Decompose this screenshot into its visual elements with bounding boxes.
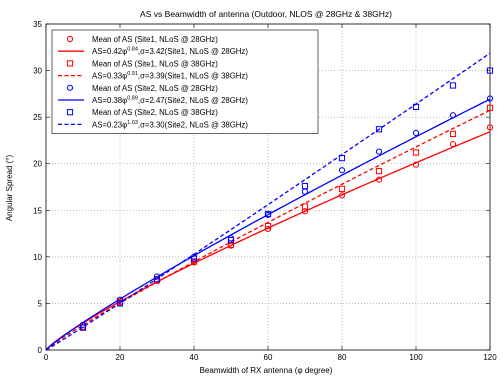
data-point xyxy=(301,182,309,190)
data-point xyxy=(486,104,494,111)
legend-box xyxy=(51,29,319,134)
y-tick-label: 30 xyxy=(33,67,42,76)
x-tick-label: 20 xyxy=(116,353,125,362)
data-point xyxy=(190,255,198,262)
data-point xyxy=(449,141,457,148)
data-point xyxy=(449,82,457,89)
data-point xyxy=(66,60,74,67)
legend-entry-label: AS=0.23φ1.03,σ=3.30(Site2, NLoS @ 38GHz) xyxy=(92,120,248,129)
data-point xyxy=(486,124,494,131)
x-tick-label: 80 xyxy=(338,353,347,362)
data-point xyxy=(412,103,420,110)
data-point xyxy=(227,236,235,244)
y-axis-label: Angular Spread (°) xyxy=(5,154,14,221)
data-point xyxy=(79,324,87,331)
x-tick-label: 40 xyxy=(190,353,199,362)
data-markers xyxy=(79,67,494,331)
fit-line xyxy=(45,109,491,351)
data-point xyxy=(301,188,309,195)
legend-entry-label: AS=0.38φ0.89,σ=2.47(Site2, NLoS @ 28GHz) xyxy=(92,96,248,106)
chart-title: AS vs Beamwidth of antenna (Outdoor, NLO… xyxy=(140,9,392,19)
data-point xyxy=(486,95,494,102)
legend-entry-label: Mean of AS (Site2, NLoS @ 28GHz) xyxy=(92,84,218,93)
data-point xyxy=(412,129,420,137)
x-tick-label: 100 xyxy=(409,353,423,362)
x-tick-label: 120 xyxy=(483,353,497,362)
axis-ticks: 0 20 40 60 80 100 120 0 5 10 15 20 25 30 35 xyxy=(33,20,497,362)
data-point xyxy=(66,84,74,91)
fit-line xyxy=(45,131,491,351)
data-point xyxy=(412,149,420,156)
legend-entry-label: Mean of AS (Site1, NLoS @ 28GHz) xyxy=(92,35,218,44)
data-point xyxy=(66,35,74,43)
data-point xyxy=(412,161,420,168)
data-point xyxy=(116,300,124,307)
data-point xyxy=(338,185,346,192)
data-point xyxy=(338,192,346,199)
data-point xyxy=(301,203,309,210)
data-point xyxy=(338,167,346,174)
data-point xyxy=(66,109,74,116)
data-point xyxy=(375,176,383,183)
data-point xyxy=(338,155,346,162)
y-tick-label: 10 xyxy=(33,253,42,262)
y-tick-label: 5 xyxy=(38,299,43,308)
y-tick-label: 35 xyxy=(33,20,42,29)
data-point xyxy=(375,168,383,175)
y-tick-label: 15 xyxy=(33,206,42,215)
data-point xyxy=(264,223,272,230)
data-point xyxy=(449,112,457,119)
legend-entry-label: Mean of AS (Site2, NLoS @ 38GHz) xyxy=(92,108,218,117)
data-point xyxy=(375,126,383,133)
data-point xyxy=(301,208,309,215)
data-point xyxy=(153,276,161,283)
data-point xyxy=(486,67,494,74)
y-tick-label: 0 xyxy=(38,346,43,355)
legend-entry-label: AS=0.33φ0.91,σ=3.39(Site1, NLoS @ 38GHz) xyxy=(92,71,248,81)
data-point xyxy=(227,241,235,248)
legend: Mean of AS (Site1, NLoS @ 28GHz) AS=0.42φ… xyxy=(51,29,319,134)
data-point xyxy=(116,296,124,303)
data-point xyxy=(227,235,235,242)
data-point xyxy=(375,148,383,155)
data-point xyxy=(449,130,457,138)
x-tick-label: 0 xyxy=(44,353,49,362)
data-point xyxy=(264,210,272,218)
y-tick-label: 25 xyxy=(33,113,42,122)
y-tick-label: 20 xyxy=(33,160,42,169)
legend-entry-label: AS=0.42φ0.84,σ=3.42(Site1, NLoS @ 28GHz) xyxy=(92,47,248,57)
x-axis-label: Beamwidth of RX antenna (φ degree) xyxy=(200,366,333,375)
x-tick-label: 60 xyxy=(264,353,273,362)
legend-entry-label: Mean of AS (Site1, NLoS @ 38GHz) xyxy=(92,59,218,68)
